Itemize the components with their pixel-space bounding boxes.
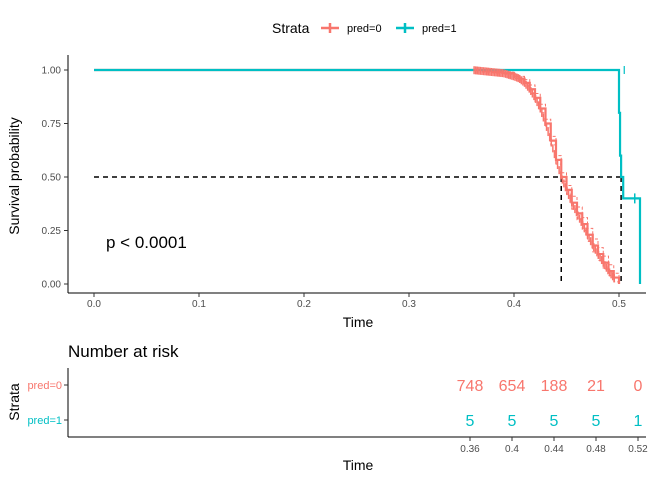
y-tick-label: 0.50 — [42, 173, 62, 184]
risk-x-tick-label: 0.4 — [505, 444, 519, 455]
risk-x-tick-label: 0.52 — [628, 444, 648, 455]
median-lines — [94, 176, 622, 284]
risk-count: 748 — [457, 378, 484, 395]
x-tick-label: 0.0 — [87, 299, 101, 310]
risk-count: 5 — [550, 413, 559, 430]
risk-count: 5 — [466, 413, 475, 430]
x-tick-label: 0.5 — [612, 299, 626, 310]
risk-x-ticks: 0.36 0.4 0.44 0.48 0.52 — [460, 437, 648, 455]
y-ticks: 0.00 0.25 0.50 0.75 1.00 — [42, 66, 68, 291]
x-tick-label: 0.2 — [297, 299, 311, 310]
y-tick-label: 0.75 — [42, 119, 62, 130]
risk-table-title: Number at risk — [68, 342, 179, 361]
survival-plot: 0.000.250.500.751.00 0.0 0.1 0.2 0.3 0.4 0.5 … — [6, 55, 646, 330]
x-axis-title: Time — [343, 314, 374, 330]
risk-row-label: pred=1 — [27, 415, 62, 427]
curve-pred1 — [94, 68, 642, 284]
risk-x-tick-label: 0.36 — [460, 444, 480, 455]
risk-rows: pred=0 748 654 188 21 0 pred=1 5 5 5 5 1 — [27, 378, 642, 430]
legend-title: Strata — [272, 20, 310, 36]
x-tick-label: 0.3 — [402, 299, 416, 310]
risk-count: 1 — [634, 413, 643, 430]
legend: Strata pred=0 pred=1 — [272, 20, 457, 36]
y-axis-title: Survival probability — [6, 117, 22, 235]
risk-count: 654 — [499, 378, 526, 395]
x-ticks: 0.0 0.1 0.2 0.3 0.4 0.5 — [87, 293, 626, 310]
y-tick-label: 0.00 — [42, 280, 62, 291]
legend-label-pred0: pred=0 — [347, 23, 382, 35]
legend-item-pred0: pred=0 — [321, 23, 382, 35]
legend-item-pred1: pred=1 — [396, 23, 457, 35]
risk-x-tick-label: 0.48 — [586, 444, 606, 455]
x-tick-label: 0.1 — [192, 299, 206, 310]
legend-label-pred1: pred=1 — [422, 23, 457, 35]
p-value-annotation: p < 0.0001 — [106, 233, 187, 252]
risk-y-axis-title: Strata — [6, 383, 22, 421]
risk-count: 5 — [592, 413, 601, 430]
risk-x-tick-label: 0.44 — [544, 444, 564, 455]
y-tick-label: 0.25 — [42, 226, 62, 237]
risk-table: Number at risk pred=0 748 654 188 21 0 pred=1 5… — [6, 342, 648, 473]
risk-count: 5 — [508, 413, 517, 430]
risk-row-label: pred=0 — [27, 380, 62, 392]
risk-count: 21 — [587, 378, 605, 395]
censor-marks — [473, 66, 636, 283]
y-tick-label: 1.00 — [42, 66, 62, 77]
x-tick-label: 0.4 — [507, 299, 521, 310]
risk-count: 188 — [541, 378, 568, 395]
risk-x-axis-title: Time — [343, 457, 374, 473]
risk-count: 0 — [634, 378, 643, 395]
